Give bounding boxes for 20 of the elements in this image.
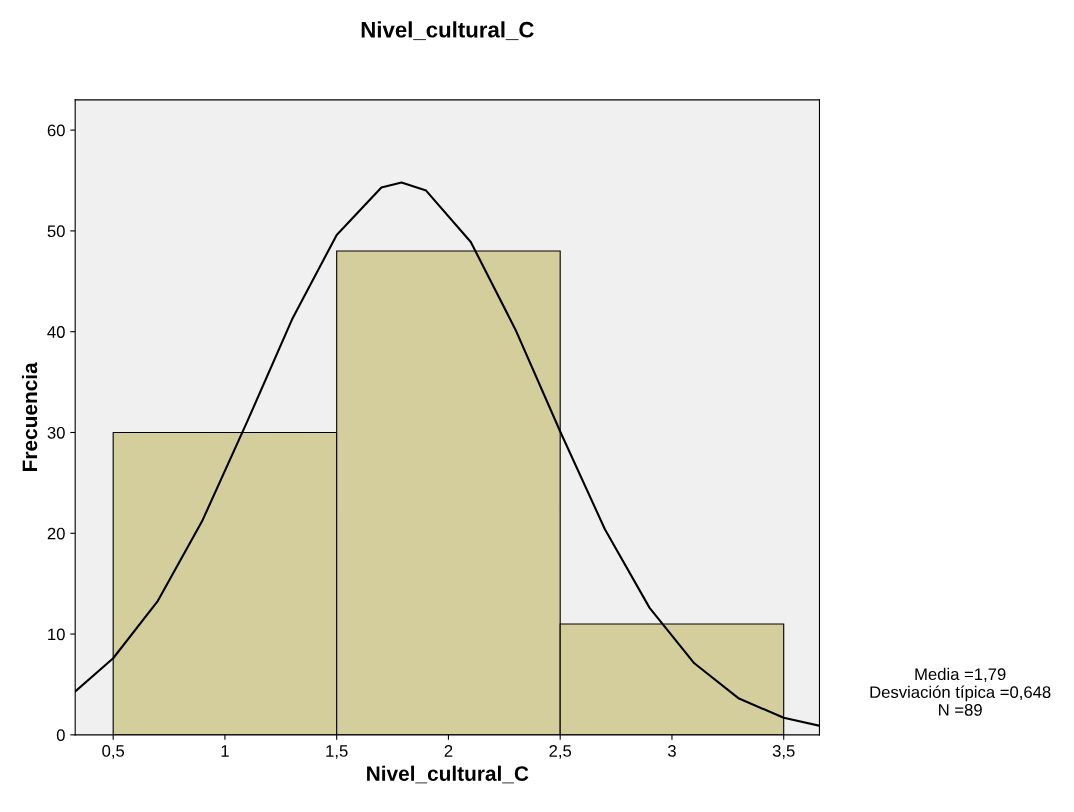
x-tick-label: 3,5	[772, 745, 795, 759]
y-tick-label: 10	[48, 628, 65, 641]
x-tick-label: 0,5	[102, 745, 125, 759]
y-tick-label: 60	[47, 124, 65, 137]
y-tick-label: 30	[47, 426, 65, 439]
y-tick-label: 50	[47, 225, 65, 238]
y-tick-label: 40	[47, 326, 65, 338]
x-tick-label: 1	[221, 745, 229, 757]
y-tick-label: 0	[56, 729, 65, 742]
y-axis-title: Frecuencia	[21, 362, 38, 471]
x-tick-label: 2	[444, 745, 453, 757]
x-tick-label: 1,5	[326, 745, 348, 759]
text: N =89	[939, 703, 982, 716]
x-tick-label: 2,5	[549, 745, 572, 759]
chart-title: Nivel_cultural_C	[361, 21, 534, 41]
text: Desviación típica =0,648	[870, 685, 1051, 702]
y-tick-label: 20	[47, 527, 65, 540]
x-tick-label: 3	[667, 745, 676, 757]
text: Media =1,79	[915, 667, 1006, 683]
x-axis-title: Nivel_cultural_C	[367, 765, 529, 784]
